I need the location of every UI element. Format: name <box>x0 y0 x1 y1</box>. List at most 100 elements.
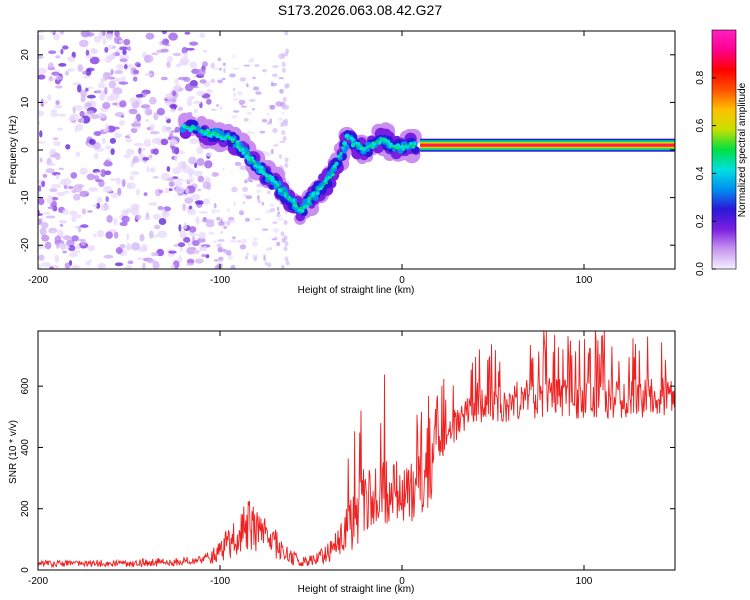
ridge-blob <box>326 177 329 180</box>
ridge-blob <box>204 129 208 132</box>
noise-blob <box>69 210 78 216</box>
noise-blob <box>40 100 49 105</box>
noise-blob <box>110 69 114 75</box>
noise-blob <box>51 264 60 269</box>
snr-frame <box>37 330 676 571</box>
noise-blob <box>190 233 198 237</box>
noise-blob <box>140 104 151 109</box>
noise-blob <box>113 132 122 139</box>
noise-blob <box>198 211 209 214</box>
noise-blob <box>129 97 137 104</box>
noise-blob <box>178 255 182 263</box>
noise-blob <box>50 111 58 118</box>
ridge-blob <box>249 158 252 162</box>
noise-blob <box>188 169 193 178</box>
noise-blob <box>38 218 43 225</box>
colorbar-tick-label: 0.8 <box>695 70 706 84</box>
noise-blob <box>149 167 156 173</box>
noise-blob <box>193 170 203 177</box>
ridge-blob <box>241 151 246 156</box>
noise-blob <box>114 70 124 75</box>
ridge-blob <box>219 134 221 137</box>
noise-blob <box>109 137 116 144</box>
ridge-blob <box>351 141 354 143</box>
ridge-blob <box>323 183 326 186</box>
noise-blob <box>58 63 67 67</box>
noise-blob <box>100 77 105 85</box>
noise-blob <box>38 141 46 144</box>
noise-blob <box>142 156 150 161</box>
noise-blob <box>87 244 96 252</box>
ridge-blob <box>383 139 386 142</box>
noise-blob <box>202 198 210 205</box>
noise-blob <box>86 110 95 116</box>
noise-blob <box>269 208 276 212</box>
noise-blob <box>175 63 182 68</box>
ridge-blob <box>356 143 359 146</box>
noise-blob <box>205 221 215 228</box>
noise-blob <box>113 126 120 130</box>
noise-blob <box>153 148 159 155</box>
y-tick-label: 0 <box>20 147 31 153</box>
ridge-blob <box>308 197 311 201</box>
noise-blob <box>273 144 279 147</box>
noise-blob <box>101 137 106 144</box>
noise-blob <box>223 225 228 229</box>
ridge-blob <box>268 178 271 181</box>
noise-blob <box>206 152 212 157</box>
noise-blob <box>96 202 101 209</box>
ridge-blob <box>285 192 288 196</box>
noise-blob <box>142 262 146 269</box>
noise-blob <box>153 112 159 121</box>
noise-blob <box>94 171 103 175</box>
noise-blob <box>171 146 177 154</box>
noise-blob <box>205 254 210 259</box>
noise-blob <box>75 214 82 219</box>
noise-blob <box>112 102 118 106</box>
noise-blob <box>38 263 42 269</box>
ridge-blob <box>280 187 282 190</box>
ridge-blob <box>194 128 197 131</box>
noise-blob <box>193 75 197 79</box>
noise-blob <box>47 62 54 69</box>
colorbar-tick-label: 0.2 <box>695 214 706 228</box>
ridge-blob <box>249 156 251 159</box>
noise-blob <box>127 260 134 265</box>
colorbar: 0.0 0.2 0.4 0.6 0.8 Normalized spectral ampl… <box>695 29 748 276</box>
noise-blob <box>110 192 120 198</box>
noise-blob <box>119 221 128 227</box>
noise-blob <box>201 253 207 258</box>
ridge-blob <box>281 188 284 191</box>
ridge-blob <box>392 146 394 148</box>
noise-blob <box>121 215 130 223</box>
noise-blob <box>102 186 113 193</box>
noise-blob <box>122 49 127 55</box>
noise-blob <box>253 237 258 241</box>
ridge-blob <box>228 136 231 139</box>
noise-blob <box>199 32 206 38</box>
noise-blob <box>41 234 50 242</box>
x-tick-label: 0 <box>399 275 405 286</box>
ridge-blob <box>245 150 247 152</box>
ridge-blob <box>316 187 320 190</box>
noise-blob <box>220 230 223 234</box>
noise-blob <box>284 51 289 57</box>
noise-blob <box>194 200 205 205</box>
noise-blob <box>130 203 140 210</box>
y-tick-label: 10 <box>20 96 31 108</box>
ridge-blob <box>262 169 265 171</box>
noise-blob <box>44 241 52 250</box>
noise-blob <box>149 123 155 131</box>
noise-blob <box>219 67 222 71</box>
ridge-blob <box>342 146 345 149</box>
noise-blob <box>178 224 182 232</box>
noise-blob <box>246 83 249 88</box>
noise-blob <box>38 254 45 261</box>
noise-blob <box>164 187 171 193</box>
noise-blob <box>285 260 290 266</box>
noise-blob <box>196 158 205 166</box>
ridge-blob <box>215 132 218 135</box>
noise-blob <box>266 262 272 268</box>
noise-blob <box>246 112 253 115</box>
noise-blob <box>120 115 124 118</box>
